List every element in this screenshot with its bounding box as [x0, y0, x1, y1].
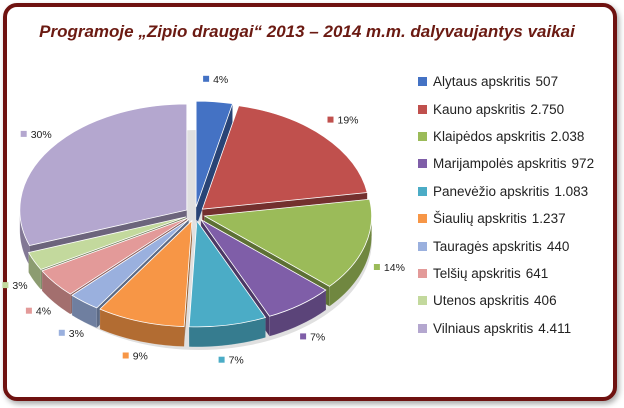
legend-swatch: [418, 104, 427, 114]
percent-label: 9%: [133, 351, 148, 363]
pie-slice: [28, 216, 187, 270]
percent-label-swatch: [373, 264, 380, 270]
legend-label: Vilniaus apskritis: [433, 320, 534, 336]
legend-value: 507: [535, 74, 559, 90]
legend-label: Šiaulių apskritis: [433, 211, 527, 227]
legend-item: Vilniaus apskritis 4.411: [418, 315, 594, 342]
percent-label: 4%: [213, 74, 228, 86]
percent-label: 3%: [69, 328, 84, 340]
percent-label-swatch: [20, 130, 27, 137]
legend-swatch: [418, 214, 427, 224]
legend-value: 2.750: [530, 101, 565, 117]
legend-swatch: [418, 159, 427, 169]
percent-label: 14%: [384, 262, 405, 274]
percent-label-swatch: [2, 282, 9, 289]
legend-item: Klaipėdos apskritis 2.038: [418, 123, 594, 150]
legend-swatch: [418, 268, 427, 278]
legend-label: Telšių apskritis: [433, 265, 521, 281]
legend-item: Kauno apskritis 2.750: [418, 95, 594, 122]
legend-item: Telšių apskritis 641: [418, 260, 594, 287]
percent-label-swatch: [58, 329, 65, 336]
legend-label: Panevėžio apskritis: [433, 183, 550, 199]
chart-title: Programoje „Zipio draugai“ 2013 – 2014 m…: [39, 22, 575, 41]
percent-label: 7%: [229, 355, 244, 367]
pie-slice: [19, 103, 188, 247]
legend-swatch: [418, 186, 427, 196]
pie-slice: [71, 219, 190, 309]
legend-item: Alytaus apskritis 507: [418, 68, 594, 95]
legend-label: Alytaus apskritis: [433, 74, 531, 90]
pie-slice: [195, 100, 234, 208]
percent-label-swatch: [122, 352, 129, 359]
legend-label: Tauragės apskritis: [433, 238, 542, 254]
legend-label: Kauno apskritis: [433, 101, 526, 117]
legend-label: Marijampolės apskritis: [433, 156, 567, 172]
percent-label: 7%: [310, 331, 325, 343]
percent-label-swatch: [203, 75, 210, 82]
legend-swatch: [418, 77, 427, 87]
percent-label-swatch: [218, 356, 225, 363]
legend-value: 4.411: [538, 320, 572, 336]
legend-swatch: [418, 241, 427, 251]
percent-label-swatch: [25, 307, 32, 314]
percent-label-swatch: [327, 116, 334, 123]
legend-value: 1.237: [531, 211, 566, 227]
legend-item: Panevėžio apskritis 1.083: [418, 178, 594, 205]
pie-slice: [188, 219, 267, 328]
legend-swatch: [418, 323, 427, 333]
percent-label: 4%: [36, 306, 51, 318]
legend-value: 1.083: [554, 183, 589, 199]
legend: Alytaus apskritis 507 Kauno apskritis 2.750…: [418, 68, 594, 342]
pie-slice: [99, 219, 193, 327]
legend-value: 641: [525, 265, 549, 281]
legend-label: Utenos apskritis: [433, 293, 530, 309]
legend-value: 440: [546, 238, 570, 254]
percent-label: 30%: [31, 129, 52, 141]
legend-value: 972: [571, 156, 595, 172]
legend-label: Klaipėdos apskritis: [433, 128, 546, 144]
percent-label-swatch: [300, 333, 307, 340]
legend-item: Utenos apskritis 406: [418, 287, 594, 314]
legend-value: 2.038: [550, 128, 585, 144]
legend-item: Šiaulių apskritis 1.237: [418, 205, 594, 232]
legend-item: Tauragės apskritis 440: [418, 232, 594, 259]
percent-label: 3%: [12, 280, 27, 292]
legend-swatch: [418, 296, 427, 306]
pie-slice: [41, 217, 188, 295]
pie-slice: [200, 219, 327, 317]
legend-value: 406: [534, 293, 557, 309]
legend-swatch: [418, 131, 427, 141]
pie-slice: [203, 198, 372, 287]
percent-label: 19%: [338, 115, 359, 127]
legend-item: Marijampolės apskritis 972: [418, 150, 594, 177]
pie-slice: [201, 105, 368, 210]
